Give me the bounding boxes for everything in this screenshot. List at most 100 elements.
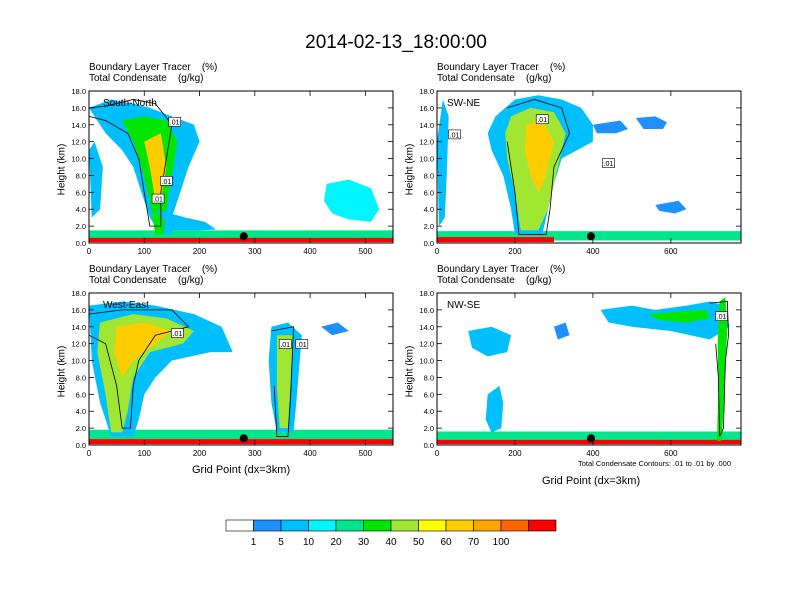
colorbar-swatch (473, 519, 502, 532)
colorbar-swatch (418, 519, 447, 532)
panel-title-line2: Total Condensate (g/kg) (437, 73, 552, 84)
shaded-region (592, 120, 628, 134)
x-tick-label: 600 (664, 449, 678, 458)
colorbar-swatch (528, 519, 557, 532)
y-tick-label: 2.0 (424, 222, 434, 231)
contour-label-box (168, 116, 181, 127)
y-tick-label: 12.0 (71, 138, 86, 147)
contour-line (709, 301, 729, 437)
colorbar-label: 1 (251, 537, 257, 548)
colorbar-label: 60 (440, 537, 452, 548)
contour-label: .01 (297, 342, 307, 349)
x-tick-label: 200 (508, 247, 522, 256)
colorbar-label: 70 (468, 537, 480, 548)
x-tick-label: 100 (138, 247, 152, 256)
shaded-region (122, 116, 178, 235)
panel-sw-ne: Boundary Layer Tracer (%) Total Condensa… (390, 62, 750, 272)
contour-line (89, 99, 173, 227)
plot-frame (436, 292, 742, 446)
y-tick-label: 0.0 (76, 441, 86, 450)
shaded-region (655, 200, 687, 214)
y-tick-label: 10.0 (419, 155, 434, 164)
shaded-region (647, 309, 710, 323)
location-marker (586, 232, 595, 241)
contour-label-box (535, 114, 549, 125)
shaded-field (89, 301, 393, 445)
x-tick-label: 400 (303, 247, 317, 256)
colorbar-swatch (363, 519, 392, 532)
colorbar-swatch (500, 519, 529, 532)
y-tick-label: 16.0 (419, 306, 434, 315)
plot-svg: .01 0 200 400 600 0.0 2.0 4.0 6.0 8.0 10.0 12.0 14.0… (419, 289, 742, 458)
y-tick-label: 2.0 (76, 222, 86, 231)
x-tick-label: 0 (87, 247, 92, 256)
shaded-region (89, 237, 393, 243)
shaded-region (276, 335, 294, 429)
panel-title-line2: Total Condensate (g/kg) (89, 275, 204, 286)
y-tick-label: 6.0 (76, 188, 86, 197)
contour-label: .01 (604, 161, 614, 168)
y-tick-label: 8.0 (76, 373, 86, 382)
y-tick-label: 16.0 (419, 104, 434, 113)
shaded-region (553, 322, 570, 340)
panel-label: South-North (103, 98, 157, 109)
shaded-region (437, 439, 741, 445)
y-tick-label: 16.0 (71, 104, 86, 113)
colorbar-swatch (225, 519, 254, 532)
y-tick-label: 4.0 (76, 205, 86, 214)
x-tick-label: 500 (359, 449, 373, 458)
x-tick-label: 200 (508, 449, 522, 458)
x-tick-label: 200 (193, 247, 207, 256)
y-tick-label: 4.0 (76, 407, 86, 416)
x-tick-label: 200 (193, 449, 207, 458)
colorbar-swatch (308, 519, 337, 532)
y-tick-label: 6.0 (76, 390, 86, 399)
location-marker (239, 434, 248, 443)
colorbar-swatch (280, 519, 309, 532)
colorbar-label: 5 (278, 537, 284, 548)
contour-label: .01 (173, 331, 183, 338)
y-tick-label: 6.0 (424, 188, 434, 197)
plot-svg: .01 .01 .01 0 100 200 300 400 500 0.0 2.0 4.0 6.0 8.0… (71, 289, 394, 458)
y-tick-label: 8.0 (76, 171, 86, 180)
contour-label-box (151, 193, 165, 204)
y-tick-label: 0.0 (424, 441, 434, 450)
panel-label: SW-NE (447, 98, 480, 109)
contour-label-box (171, 328, 184, 338)
colorbar-swatch (335, 519, 364, 532)
colorbar-label: 50 (413, 537, 425, 548)
panel-label: West-East (103, 300, 149, 311)
colorbar-swatch (253, 519, 282, 532)
shaded-field (437, 95, 741, 243)
panel-nw-se: Boundary Layer Tracer (%) Total Condensa… (390, 264, 750, 487)
y-tick-label: 14.0 (71, 323, 86, 332)
colorbar-swatch (445, 519, 474, 532)
contour-label: .01 (537, 117, 547, 124)
panel-title-line1: Boundary Layer Tracer (%) (89, 264, 218, 275)
panel-west-east: Boundary Layer Tracer (%) Total Condensa… (42, 264, 402, 484)
x-tick-label: 0 (435, 449, 440, 458)
panel-title-line2: Total Condensate (g/kg) (89, 73, 204, 84)
plot-frame (436, 90, 742, 244)
y-tick-label: 2.0 (424, 424, 434, 433)
colorbar: 1 5 10 20 30 40 50 60 70 100 (225, 519, 557, 548)
contour-note: Total Condensate Contours: .01 to .01 by… (578, 459, 732, 468)
contour-label: .01 (717, 314, 727, 321)
x-tick-label: 400 (586, 449, 600, 458)
x-tick-label: 600 (664, 247, 678, 256)
x-tick-label: 400 (586, 247, 600, 256)
panel-label: NW-SE (447, 300, 480, 311)
shaded-region (524, 120, 554, 193)
shaded-region (89, 141, 103, 218)
contour-line (506, 99, 570, 235)
shaded-region (155, 209, 217, 231)
y-tick-label: 8.0 (424, 373, 434, 382)
y-tick-label: 14.0 (419, 323, 434, 332)
plot-area (437, 91, 741, 243)
shaded-region (635, 116, 667, 129)
x-axis-label: Grid Point (dx=3km) (542, 475, 641, 487)
y-tick-label: 12.0 (71, 340, 86, 349)
x-axis-label: Grid Point (dx=3km) (192, 464, 291, 476)
x-tick-label: 0 (87, 449, 92, 458)
colorbar-swatch (390, 519, 419, 532)
